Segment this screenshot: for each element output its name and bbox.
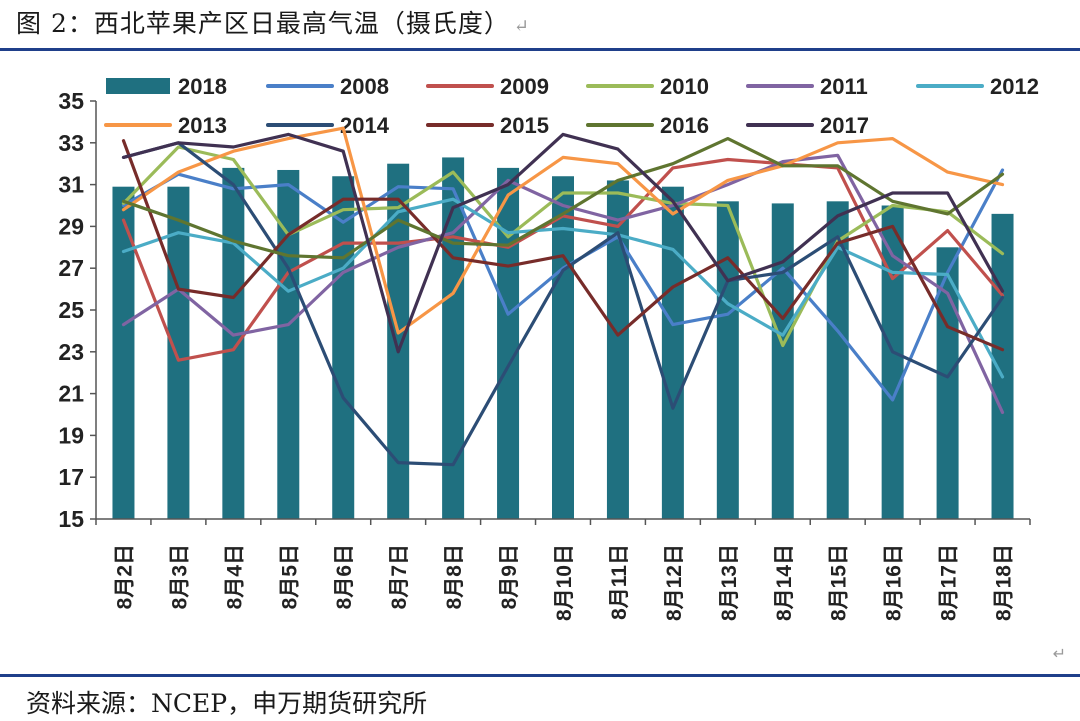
line-series (121, 126, 1005, 467)
bar-2018-7 (442, 157, 465, 519)
x-tick-label: 8月2日 (113, 544, 136, 609)
line-series-2015 (121, 139, 1005, 352)
y-tick-label: 19 (58, 422, 84, 448)
legend-label-2010: 2010 (660, 74, 709, 99)
bar-2018-10 (606, 180, 629, 520)
legend-label-2014: 2014 (340, 113, 390, 138)
x-tick-label: 8月3日 (168, 544, 191, 609)
y-tick-label: 25 (58, 297, 84, 323)
line-series-2011 (121, 153, 1005, 414)
bar-2018-11 (661, 186, 684, 519)
y-tick-label: 33 (58, 130, 84, 156)
y-tick-label: 31 (58, 172, 84, 198)
line-series-2016 (121, 137, 1005, 260)
y-tick-label: 35 (58, 88, 84, 114)
axes: 15 17 19 21 23 25 27 29 31 33 35 8月2日 8月3日 8月4日 8月5日 8月… (58, 88, 1031, 621)
x-tick-label: 8月13日 (718, 544, 741, 621)
legend-label-2015: 2015 (500, 113, 549, 138)
x-tick-label: 8月17日 (938, 544, 961, 621)
chart: 2018 2008 2009 2010 2011 2012 2013 2014 2015 2016… (58, 74, 1039, 621)
bar-2018-13 (771, 203, 794, 519)
x-tick-label: 8月16日 (883, 544, 906, 621)
bar-2018-5 (332, 176, 355, 520)
legend-label-2017: 2017 (820, 113, 869, 138)
line-series-2012 (121, 197, 1005, 379)
legend-label-2011: 2011 (820, 74, 868, 99)
line-series-2010 (121, 145, 1005, 348)
line-series-2017 (121, 132, 1005, 354)
y-tick-label: 29 (58, 213, 84, 239)
x-tick-label: 8月15日 (828, 544, 851, 621)
bar-2018-6 (387, 163, 410, 519)
bar-2018-12 (716, 201, 739, 519)
y-tick-label: 27 (58, 255, 84, 281)
top-rule (0, 48, 1080, 51)
x-tick-label: 8月6日 (333, 544, 356, 609)
bar-series (112, 157, 1014, 520)
bar-2018-15 (881, 205, 904, 519)
x-tick-label: 8月8日 (443, 544, 466, 609)
line-series-2008 (121, 168, 1005, 402)
x-tick-label: 8月12日 (663, 544, 686, 621)
y-tick-label: 17 (58, 464, 84, 490)
bar-2018-8 (497, 167, 520, 519)
legend: 2018 2008 2009 2010 2011 2012 2013 2014 2015 2016… (104, 74, 1039, 138)
legend-label-2013: 2013 (178, 113, 227, 138)
legend-swatch-2018 (106, 78, 170, 94)
x-tick-label: 8月9日 (498, 544, 521, 609)
bar-2018-17 (991, 213, 1014, 520)
bottom-rule (0, 674, 1080, 677)
figure-title-text: 图 2：西北苹果产区日最高气温（摄氏度） (16, 9, 510, 38)
legend-label-2016: 2016 (660, 113, 709, 138)
source-note: 资料来源：NCEP，申万期货研究所 (26, 689, 428, 718)
legend-label-2009: 2009 (500, 74, 549, 99)
x-tick-label: 8月4日 (223, 544, 246, 609)
x-tick-label: 8月5日 (278, 544, 301, 609)
y-tick-label: 23 (58, 339, 84, 365)
legend-label-2008: 2008 (340, 74, 389, 99)
legend-label-2012: 2012 (990, 74, 1039, 99)
y-tick-label: 21 (58, 381, 84, 407)
bar-2018-3 (222, 167, 245, 519)
line-series-2014 (121, 141, 1005, 467)
bar-2018-14 (826, 201, 849, 519)
paragraph-mark-icon: ↵ (1052, 644, 1066, 663)
x-tick-label: 8月10日 (553, 544, 576, 621)
line-series-2009 (121, 157, 1005, 362)
x-tick-label: 8月14日 (773, 544, 796, 621)
legend-label-2018: 2018 (178, 74, 227, 99)
x-tick-label: 8月7日 (388, 544, 411, 609)
paragraph-mark-icon: ↵ (513, 16, 530, 37)
figure-title: 图 2：西北苹果产区日最高气温（摄氏度） ↵ (16, 4, 530, 40)
bar-2018-1 (112, 186, 135, 519)
y-tick-label: 15 (58, 506, 84, 532)
line-series-2013 (121, 126, 1005, 335)
x-tick-label: 8月18日 (993, 544, 1016, 621)
x-tick-label: 8月11日 (608, 544, 631, 620)
